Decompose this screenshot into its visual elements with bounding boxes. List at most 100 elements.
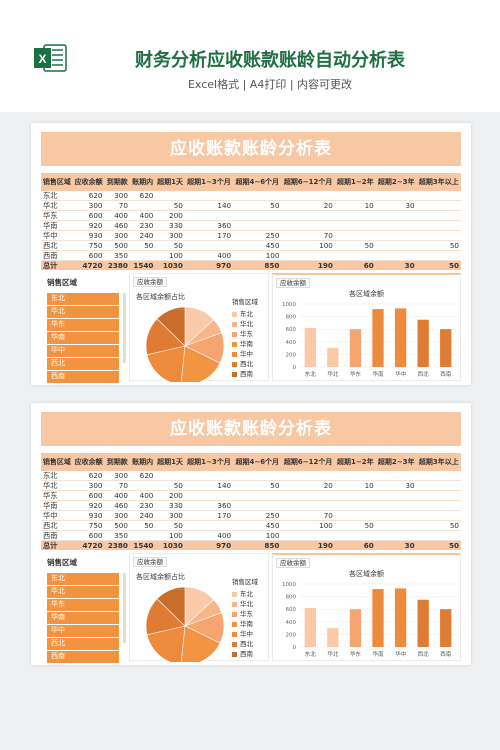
column-header: 销售区域 [41,173,73,191]
table-cell [375,500,417,511]
slicer-item[interactable]: 西南 [47,651,119,663]
table-cell: 50 [416,520,461,531]
table-row: 华东 600 400 400 200 [41,490,461,501]
slicer-item[interactable]: 华东 [47,319,119,331]
x-tick-label: 西南 [440,370,452,378]
table-cell: 20 [281,480,335,491]
table-cell [334,510,376,521]
slicer-scrollbar[interactable] [123,573,126,643]
slicer-item[interactable]: 华北 [47,306,119,318]
table-cell [416,210,461,221]
table-cell: 140 [184,200,234,211]
bar [372,589,384,647]
bar [394,588,407,647]
legend-item: 西南 [232,369,258,379]
field-tag[interactable]: 应收余额 [276,278,310,288]
table-cell: 100 [281,520,335,531]
pie-chart [145,586,225,662]
x-tick-label: 东北 [305,370,317,378]
spreadsheet-preview: 应收账款账龄分析表 销售区域 应收余额 到期款 账期内 超期1天 超期1~3个月 超期4~6个… [31,403,471,665]
slicer-item[interactable]: 西南 [47,371,119,383]
column-header: 超期1~2年 [334,173,376,191]
bar-chart: 0 200 400 600 800 1000 东北 华北 华东 华南 华中 西北 西南 [282,582,457,658]
table-cell: 东北 [41,471,73,481]
table-cell [416,220,461,231]
table-cell [184,210,234,221]
field-tag[interactable]: 应收余额 [133,557,167,567]
slicer-scrollbar[interactable] [123,293,126,363]
region-slicer: 销售区域 东北 华北 华东 华南 华中 西北 西南 [41,273,126,383]
table-cell: 300 [72,480,105,491]
field-tag[interactable]: 应收余额 [133,277,167,287]
slicer-item[interactable]: 西北 [47,638,119,650]
table-cell [129,480,156,491]
slicer-item[interactable]: 华北 [47,586,119,598]
legend-label: 西南 [240,650,253,658]
legend-label: 华南 [240,340,253,348]
table-cell [416,530,461,541]
column-header: 超期6~12个月 [281,453,335,471]
table-cell: 240 [129,230,156,241]
table-cell: 620 [72,191,105,201]
column-header: 到期款 [104,453,130,471]
table-cell: 200 [155,210,185,221]
table-cell [334,490,376,501]
bar-chart-panel: 应收余额 各区域余额 0 200 400 600 800 1000 东北 华北 华东 华南 华中 西北 西南 [272,553,461,661]
table-cell: 西北 [41,240,73,251]
bar-chart: 0 200 400 600 800 1000 东北 华北 华东 华南 华中 西北 西南 [282,302,457,378]
column-header: 超期1~3个月 [184,453,234,471]
table-row: 华中 930 300 240 300 170 250 70 [41,510,461,521]
y-tick-label: 600 [286,607,297,613]
legend-swatch [232,611,237,617]
total-cell: 50 [416,260,461,270]
total-cell: 1540 [129,260,156,270]
y-tick-label: 600 [286,327,297,333]
table-cell [129,200,156,211]
field-tag[interactable]: 应收余额 [276,558,310,568]
y-tick-label: 0 [293,365,297,371]
table-cell [375,250,417,261]
total-cell: 总计 [41,540,73,550]
table-cell [281,530,335,541]
column-header: 超期1~3个月 [184,173,234,191]
y-tick-label: 800 [286,595,297,601]
pie-slice [146,345,186,382]
slicer-item[interactable]: 华东 [47,599,119,611]
total-cell: 970 [184,260,234,270]
legend-swatch [232,641,237,647]
slicer-item[interactable]: 华中 [47,625,119,637]
column-header: 超期6~12个月 [281,173,335,191]
table-cell: 华南 [41,220,73,231]
spreadsheet-preview: 应收账款账龄分析表 销售区域 应收余额 到期款 账期内 超期1天 超期1~3个月 超期4~6个… [31,123,471,385]
legend-label: 华北 [240,320,253,328]
x-tick-label: 西北 [418,370,430,378]
bar [349,609,362,647]
slicer-item[interactable]: 西北 [47,358,119,370]
total-cell: 30 [375,260,417,270]
table-cell [233,490,282,501]
slicer-item[interactable]: 东北 [47,293,119,305]
table-row: 华北 300 70 50 140 50 20 10 30 [41,480,461,491]
table-row: 西南 600 350 100 400 100 [41,530,461,541]
column-header: 超期1天 [155,173,185,191]
total-cell: 4720 [72,540,105,550]
aging-table: 销售区域 应收余额 到期款 账期内 超期1天 超期1~3个月 超期4~6个月 超期6~12个月… [41,173,461,270]
table-cell: 50 [155,200,185,211]
slicer-item[interactable]: 华南 [47,332,119,344]
svg-text:X: X [38,52,46,66]
table-cell: 西南 [41,530,73,541]
column-header: 超期2~3年 [375,453,417,471]
table-cell [334,250,376,261]
table-cell: 100 [233,530,282,541]
legend-item: 东北 [232,309,258,319]
bar [304,607,316,647]
slicer-item[interactable]: 东北 [47,573,119,585]
slicer-item[interactable]: 华中 [47,345,119,357]
legend-label: 华东 [240,610,253,618]
pie-chart-panel: 应收余额 各区域余额占比 销售区域 东北 华北 华东 华南 华中 西北 西南 [129,273,269,382]
bar [349,329,362,367]
table-cell [233,471,282,481]
slicer-item[interactable]: 华南 [47,612,119,624]
legend-label: 东北 [240,310,253,318]
table-cell [375,230,417,241]
